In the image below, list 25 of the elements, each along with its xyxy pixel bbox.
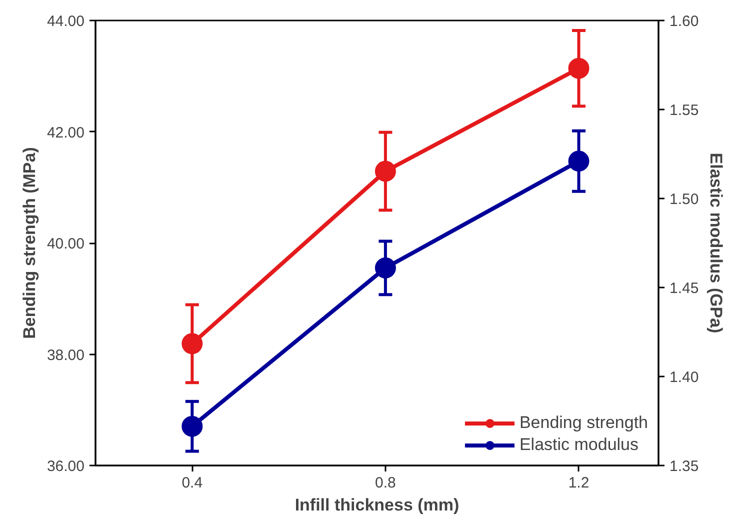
point [182, 333, 203, 354]
y2-axis-title: Elastic modulus (GPa) [706, 152, 726, 334]
point [182, 416, 203, 437]
y2-tick-label: 1.55 [670, 102, 699, 119]
y-tick-label: 38.00 [46, 346, 85, 364]
x-axis-title: Infill thickness (mm) [294, 496, 460, 514]
point [374, 257, 396, 278]
y-tick-label: 40.00 [46, 236, 85, 252]
legend-label: Bending strength [519, 413, 648, 433]
point [374, 160, 396, 182]
y2-tick-label: 1.60 [670, 13, 699, 30]
y2-tick-label: 1.40 [670, 369, 699, 386]
y2-tick-label: 1.50 [670, 191, 699, 208]
y-tick-label: 44.00 [46, 13, 85, 30]
y-tick-label: 42.00 [46, 124, 85, 142]
x-tick-label: 0.4 [182, 474, 203, 492]
legend-label: Elastic modulus [519, 435, 639, 455]
y2-tick-label: 1.45 [670, 280, 699, 297]
x-tick-label: 1.2 [568, 474, 590, 492]
y2-tick-label: 1.35 [670, 458, 699, 475]
point [568, 150, 590, 172]
y-tick-label: 36.00 [46, 458, 85, 475]
y-axis-title: Bending strength (MPa) [20, 147, 39, 339]
point [568, 58, 590, 79]
x-tick-label: 0.8 [375, 474, 396, 492]
